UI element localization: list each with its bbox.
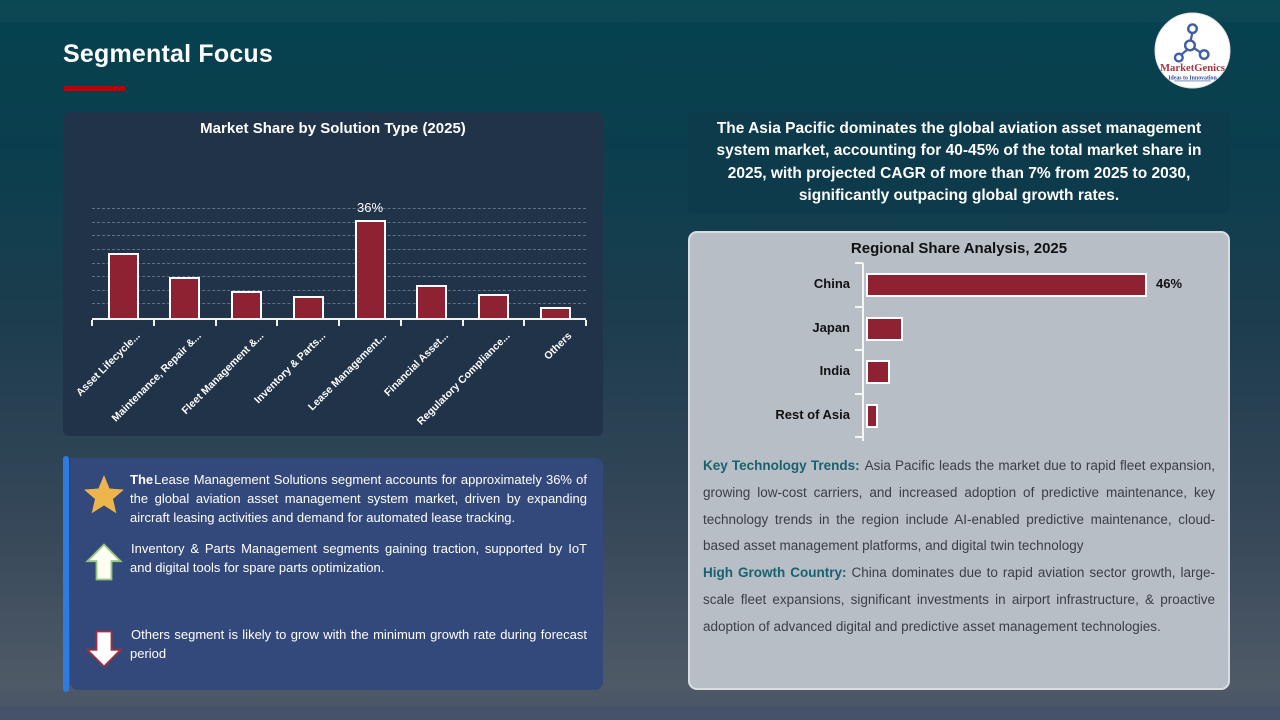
axis-tick <box>855 349 863 351</box>
arrow-down-icon <box>85 630 123 668</box>
brand-tagline: Ideas to Innovation <box>1168 75 1217 81</box>
regional-notes: Key Technology Trends: Asia Pacific leads… <box>690 445 1228 641</box>
axis-tick <box>152 320 155 326</box>
solution-chart-panel: Market Share by Solution Type (2025) Ass… <box>63 112 603 436</box>
axis-tick <box>523 320 526 326</box>
top-strip <box>0 0 1280 22</box>
gridline <box>92 289 586 291</box>
region-bar-Rest of Asia <box>866 403 879 428</box>
title-underline <box>64 86 125 91</box>
gridline <box>92 303 586 305</box>
insight-item: TheLease Management Solutions segment ac… <box>78 470 587 527</box>
region-label: China <box>813 276 850 291</box>
note-lead: High Growth Country: <box>703 565 847 581</box>
axis-tick <box>461 320 464 326</box>
asia-pacific-callout: The Asia Pacific dominates the global av… <box>688 112 1230 213</box>
axis-tick <box>276 320 279 326</box>
value-label: 36% <box>356 200 384 216</box>
bar-Others <box>539 307 571 318</box>
molecule-icon <box>1173 23 1210 63</box>
callout-text: The Asia Pacific dominates the global av… <box>716 119 1202 205</box>
axis-tick <box>338 320 340 326</box>
axis-tick <box>585 320 587 326</box>
gridline <box>92 276 586 278</box>
region-label: India <box>819 363 850 378</box>
axis-tick <box>855 392 863 395</box>
axis-tick <box>855 262 863 264</box>
bar-Financial Asset... <box>416 285 448 318</box>
gridline <box>92 221 586 223</box>
star-icon <box>84 475 124 514</box>
insight-item: Others segment is likely to grow with th… <box>78 625 587 671</box>
regional-panel: Regional Share Analysis, 2025 China 46% Ja… <box>688 231 1230 690</box>
x-axis-label: Others <box>542 330 575 363</box>
bar-Fleet Management &... <box>231 290 262 318</box>
gridline <box>92 235 586 237</box>
x-axis-label: Asset Lifecycle... <box>73 330 143 399</box>
bar-Maintenance, Repair &... <box>169 277 201 318</box>
insight-text: Inventory & Parts Management segments ga… <box>130 541 587 575</box>
insight-panel: TheLease Management Solutions segment ac… <box>70 458 603 690</box>
note-paragraph: Key Technology Trends: Asia Pacific leads… <box>703 458 1215 554</box>
bar-Inventory & Parts... <box>292 296 324 318</box>
page-title: Segmental Focus <box>63 40 273 68</box>
insight-item: Inventory & Parts Management segments ga… <box>78 539 587 583</box>
insight-lead: The <box>130 472 154 487</box>
gridline <box>92 208 586 210</box>
region-label: Rest of Asia <box>775 406 850 422</box>
arrow-up-icon <box>85 543 123 581</box>
insight-accent-bar <box>63 456 69 692</box>
region-bar-China <box>866 273 1148 297</box>
solution-chart-plot: Asset Lifecycle... Maintenance, Repair &.… <box>74 200 587 428</box>
regional-axis <box>862 263 864 441</box>
bottom-strip <box>0 707 1280 720</box>
solution-chart-title: Market Share by Solution Type (2025) <box>200 120 466 137</box>
note-lead: Key Technology Trends: <box>703 458 860 473</box>
insight-text: Others segment is likely to grow with th… <box>130 627 587 661</box>
note-paragraph: High Growth Country: China dominates due … <box>703 565 1215 634</box>
regional-chart-title: Regional Share Analysis, 2025 <box>850 240 1068 257</box>
region-bar-India <box>866 360 891 384</box>
region-label: Japan <box>812 319 850 335</box>
bar-Asset Lifecycle... <box>107 252 139 318</box>
axis-tick <box>855 305 863 308</box>
regional-chart: China 46% Japan India Rest of Asia <box>690 259 1228 445</box>
bar-Regulatory Compliance... <box>478 293 509 318</box>
region-value-label: 46% <box>1156 276 1183 291</box>
gridline <box>92 249 586 250</box>
axis-tick <box>855 436 863 438</box>
bar-Lease Management... <box>354 220 386 318</box>
axis-tick <box>91 320 93 326</box>
region-bar-Japan <box>866 316 903 341</box>
axis-tick <box>214 320 217 326</box>
brand-name: MarketGenics <box>1160 63 1225 74</box>
axis-tick <box>399 320 402 326</box>
gridline <box>92 262 586 264</box>
brand-logo: MarketGenics Ideas to Innovation <box>1154 12 1231 89</box>
x-axis-label: Financial Asset... <box>382 330 452 399</box>
insight-text: TheLease Management Solutions segment ac… <box>130 472 587 525</box>
